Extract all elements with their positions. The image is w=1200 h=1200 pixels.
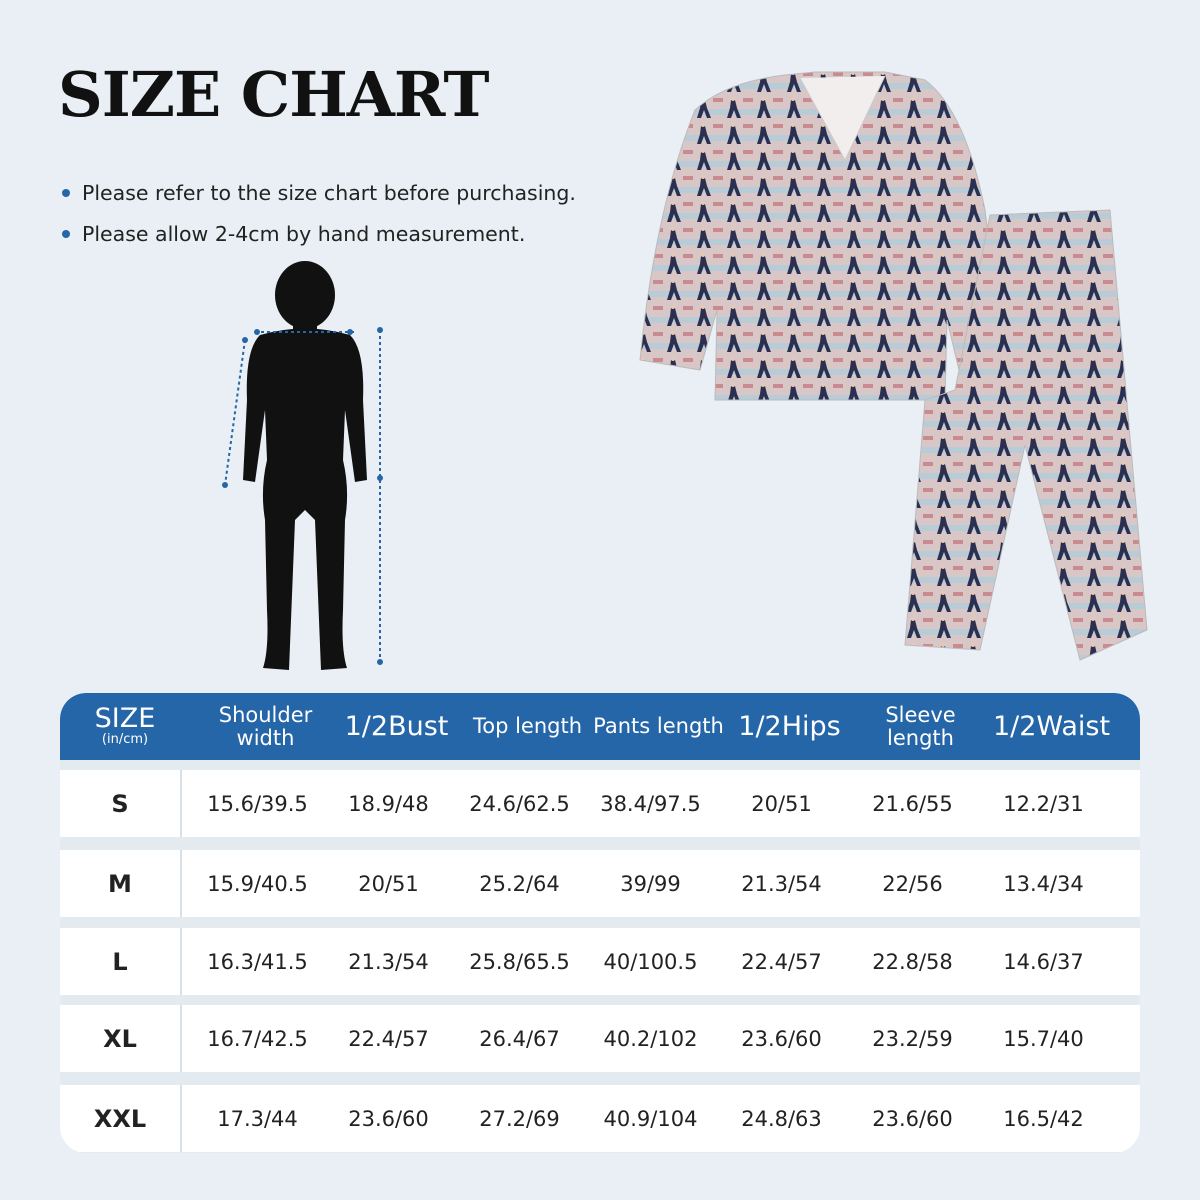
size-unit-label: (in/cm) bbox=[101, 732, 149, 747]
pajama-set-image bbox=[639, 71, 1148, 661]
value-cell: 23.6/60 bbox=[348, 1106, 429, 1131]
value-cell: 16.5/42 bbox=[1003, 1106, 1084, 1131]
value-cell: 21.3/54 bbox=[348, 949, 429, 974]
header-sleeve-length: Sleeve length bbox=[885, 702, 956, 750]
notes-list: Please refer to the size chart before pu… bbox=[62, 172, 576, 254]
value-cell: 22.4/57 bbox=[741, 949, 822, 974]
table-row: XXL 17.3/44 23.6/60 27.2/69 40.9/104 24.8/63 2… bbox=[60, 1085, 1140, 1152]
header-size: SIZE (in/cm) bbox=[60, 703, 190, 747]
table-header: SIZE (in/cm) Shoulder width 1/2Bust Top l… bbox=[60, 693, 1140, 760]
value-cell: 40.2/102 bbox=[603, 1026, 698, 1051]
value-cell: 39/99 bbox=[620, 871, 681, 896]
note-text: Please refer to the size chart before pu… bbox=[82, 180, 576, 205]
table-row: L 16.3/41.5 21.3/54 25.8/65.5 40/100.5 22.4/5… bbox=[60, 928, 1140, 995]
value-cell: 23.2/59 bbox=[872, 1026, 953, 1051]
value-cell: 17.3/44 bbox=[217, 1106, 298, 1131]
size-table: SIZE (in/cm) Shoulder width 1/2Bust Top l… bbox=[60, 693, 1140, 1153]
value-cell: 22.4/57 bbox=[348, 1026, 429, 1051]
page-title: SIZE CHART bbox=[58, 58, 489, 131]
value-cell: 13.4/34 bbox=[1003, 871, 1084, 896]
header-pants-length: Pants length bbox=[593, 714, 724, 738]
value-cell: 27.2/69 bbox=[479, 1106, 560, 1131]
bullet-icon bbox=[62, 188, 70, 197]
header-half-waist: 1/2Waist bbox=[992, 711, 1111, 742]
note-item: Please refer to the size chart before pu… bbox=[62, 172, 576, 213]
value-cell: 23.6/60 bbox=[741, 1026, 822, 1051]
note-text: Please allow 2-4cm by hand measurement. bbox=[82, 221, 526, 246]
header-shoulder-width: Shoulder width bbox=[218, 702, 313, 750]
value-cell: 15.7/40 bbox=[1003, 1026, 1084, 1051]
size-cell: XL bbox=[60, 1005, 182, 1072]
value-cell: 15.6/39.5 bbox=[207, 791, 308, 816]
table-row: M 15.9/40.5 20/51 25.2/64 39/99 21.3/54 22/56 1… bbox=[60, 850, 1140, 917]
header-top-length: Top length bbox=[472, 714, 583, 738]
value-cell: 16.3/41.5 bbox=[207, 949, 308, 974]
value-cell: 14.6/37 bbox=[1003, 949, 1084, 974]
size-cell: L bbox=[60, 928, 182, 995]
value-cell: 26.4/67 bbox=[479, 1026, 560, 1051]
value-cell: 40.9/104 bbox=[603, 1106, 698, 1131]
table-row: XL 16.7/42.5 22.4/57 26.4/67 40.2/102 23.6/60… bbox=[60, 1005, 1140, 1072]
value-cell: 21.6/55 bbox=[872, 791, 953, 816]
value-cell: 20/51 bbox=[751, 791, 812, 816]
value-cell: 16.7/42.5 bbox=[207, 1026, 308, 1051]
size-cell: M bbox=[60, 850, 182, 917]
header-half-hips: 1/2Hips bbox=[738, 711, 841, 742]
value-cell: 22.8/58 bbox=[872, 949, 953, 974]
size-cell: S bbox=[60, 770, 182, 837]
size-header-label: SIZE bbox=[94, 703, 156, 734]
value-cell: 18.9/48 bbox=[348, 791, 429, 816]
value-cell: 24.8/63 bbox=[741, 1106, 822, 1131]
size-cell: XXL bbox=[60, 1085, 182, 1152]
value-cell: 24.6/62.5 bbox=[469, 791, 570, 816]
value-cell: 20/51 bbox=[358, 871, 419, 896]
value-cell: 23.6/60 bbox=[872, 1106, 953, 1131]
value-cell: 40/100.5 bbox=[603, 949, 698, 974]
value-cell: 25.2/64 bbox=[479, 871, 560, 896]
value-cell: 38.4/97.5 bbox=[600, 791, 701, 816]
value-cell: 21.3/54 bbox=[741, 871, 822, 896]
value-cell: 15.9/40.5 bbox=[207, 871, 308, 896]
bullet-icon bbox=[62, 229, 70, 238]
body-silhouette-icon bbox=[222, 261, 383, 670]
value-cell: 25.8/65.5 bbox=[469, 949, 570, 974]
table-row: S 15.6/39.5 18.9/48 24.6/62.5 38.4/97.5 20/51… bbox=[60, 770, 1140, 837]
note-item: Please allow 2-4cm by hand measurement. bbox=[62, 213, 576, 254]
value-cell: 22/56 bbox=[882, 871, 943, 896]
header-half-bust: 1/2Bust bbox=[344, 711, 449, 742]
value-cell: 12.2/31 bbox=[1003, 791, 1084, 816]
